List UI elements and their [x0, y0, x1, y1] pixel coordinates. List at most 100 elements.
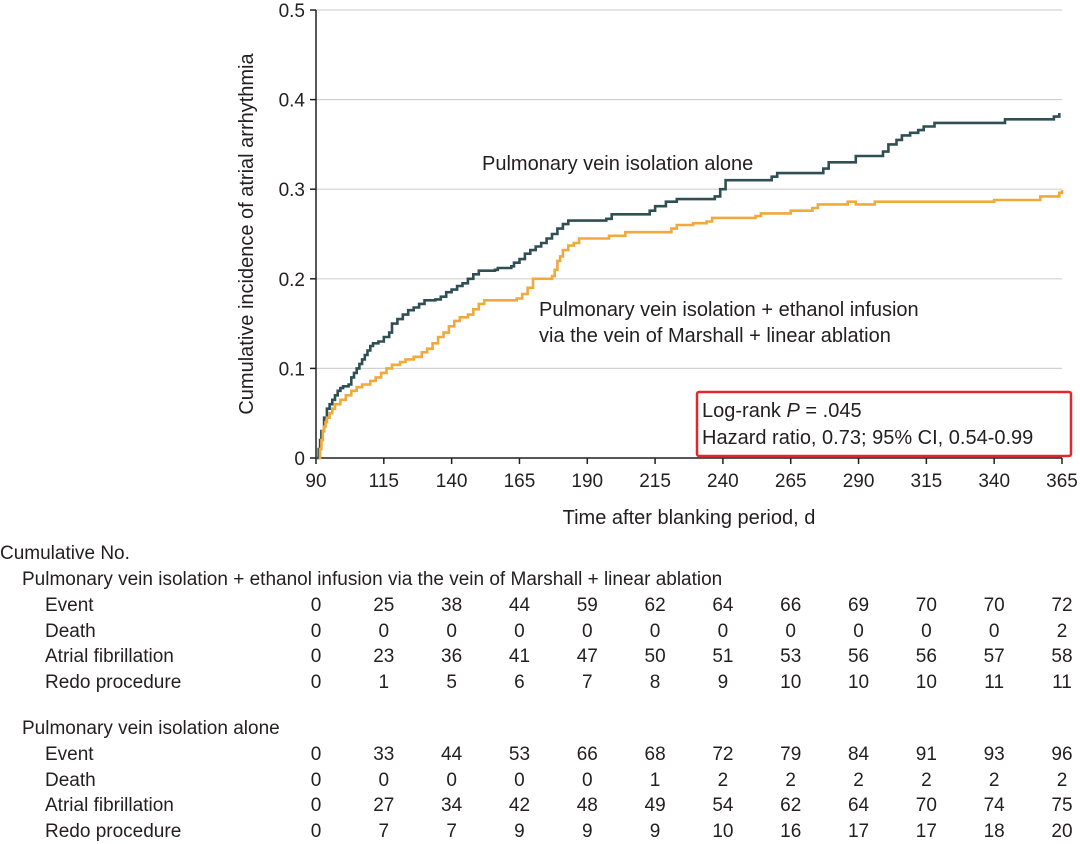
risk-group-title: Pulmonary vein isolation + ethanol infus… [22, 569, 723, 590]
risk-cell: 79 [780, 744, 802, 765]
risk-cell: 10 [780, 671, 802, 693]
risk-table: Cumulative No. Pulmonary vein isolation +… [0, 540, 1080, 844]
risk-cell: 1 [378, 671, 390, 693]
risk-cell: 0 [310, 671, 322, 693]
risk-cell: 11 [1052, 671, 1072, 693]
risk-cell: 0 [310, 820, 322, 842]
risk-cell: 53 [508, 744, 531, 765]
risk-cell: 66 [576, 744, 598, 765]
x-tick-label: 340 [978, 471, 1010, 492]
risk-cell: 17 [915, 820, 937, 842]
x-tick-label: 315 [911, 471, 943, 492]
risk-cell: 0 [514, 620, 525, 642]
risk-cell: 10 [712, 820, 734, 842]
risk-cell: 5 [446, 671, 457, 693]
risk-cell: 11 [984, 671, 1005, 693]
risk-cell: 38 [441, 595, 463, 616]
risk-cell: 42 [508, 795, 531, 816]
x-tick-label: 140 [436, 471, 468, 492]
risk-cell: 0 [988, 620, 1000, 642]
risk-cell: 91 [915, 744, 937, 765]
risk-cell: 51 [712, 646, 734, 667]
risk-cell: 9 [717, 671, 729, 693]
risk-cell: 2 [717, 769, 729, 791]
risk-cell: 7 [446, 820, 457, 842]
risk-cell: 0 [649, 620, 661, 642]
x-tick-label: 365 [1046, 471, 1078, 492]
series-annotations: Pulmonary vein isolation alone Pulmonary … [482, 153, 919, 347]
risk-cell: 93 [983, 744, 1005, 765]
risk-cell: 53 [780, 646, 802, 667]
series-line-pvi-alone [316, 113, 1061, 460]
risk-cell: 27 [373, 795, 395, 816]
x-axis-title: Time after blanking period, d [563, 507, 816, 529]
risk-cell: 84 [847, 744, 870, 765]
risk-cell: 0 [446, 769, 457, 791]
risk-cell: 20 [1051, 820, 1073, 842]
x-tick-label: 190 [571, 471, 603, 492]
risk-cell: 0 [378, 620, 390, 642]
risk-cell: 36 [441, 646, 463, 667]
y-tick-label: 0.5 [279, 1, 305, 22]
risk-cell: 25 [373, 595, 395, 616]
risk-cell: 7 [378, 820, 390, 842]
y-tick-label: 0.3 [279, 180, 305, 201]
risk-cell: 59 [576, 595, 598, 616]
risk-cell: 41 [508, 646, 531, 667]
risk-cell: 69 [847, 595, 870, 616]
risk-cell: 2 [1056, 769, 1068, 791]
y-tick-label: 0 [294, 449, 305, 470]
risk-row-label: Death [45, 620, 96, 642]
x-tick-label: 165 [504, 471, 536, 492]
risk-table-heading: Cumulative No. [0, 543, 130, 564]
risk-cell: 62 [644, 595, 666, 616]
risk-cell: 0 [310, 744, 322, 765]
risk-cell: 0 [310, 769, 322, 791]
series-line-pvi-ethanol [318, 190, 1064, 460]
risk-cell: 56 [915, 646, 937, 667]
risk-cell: 2 [921, 769, 932, 791]
risk-row-label: Atrial fibrillation [45, 795, 174, 816]
y-tick-label: 0.2 [279, 270, 305, 291]
risk-cell: 10 [915, 671, 937, 693]
risk-cell: 72 [1051, 595, 1073, 616]
risk-cell: 50 [644, 646, 666, 667]
y-tick-label: 0.4 [279, 91, 306, 112]
x-tick-label: 90 [305, 471, 326, 492]
risk-row-label: Redo procedure [45, 820, 182, 842]
risk-cell: 0 [581, 769, 593, 791]
y-tick-label: 0.1 [279, 359, 305, 380]
risk-cell: 2 [785, 769, 797, 791]
risk-cell: 0 [785, 620, 797, 642]
risk-row-label: Death [45, 769, 96, 791]
risk-cell: 0 [446, 620, 457, 642]
risk-cell: 72 [712, 744, 734, 765]
log-rank-text: Log-rank P = .045 [702, 400, 862, 422]
risk-cell: 33 [373, 744, 395, 765]
risk-cell: 9 [581, 820, 593, 842]
series-label-pvi-ethanol: via the vein of Marshall + linear ablati… [539, 325, 891, 347]
risk-cell: 49 [644, 795, 666, 816]
risk-cell: 70 [983, 595, 1005, 616]
risk-cell: 62 [780, 795, 802, 816]
risk-cell: 0 [514, 769, 525, 791]
risk-cell: 18 [983, 820, 1005, 842]
risk-cell: 9 [514, 820, 525, 842]
risk-cell: 64 [847, 795, 870, 816]
risk-cell: 0 [581, 620, 593, 642]
hazard-ratio-text: Hazard ratio, 0.73; 95% CI, 0.54-0.99 [702, 427, 1033, 449]
risk-row-label: Event [45, 744, 94, 765]
risk-cell: 68 [644, 744, 666, 765]
risk-cell: 6 [514, 671, 525, 693]
risk-cell: 0 [921, 620, 932, 642]
risk-cell: 16 [780, 820, 802, 842]
risk-cell: 75 [1051, 795, 1073, 816]
risk-cell: 0 [717, 620, 729, 642]
risk-cell: 17 [847, 820, 870, 842]
risk-cell: 2 [853, 769, 864, 791]
risk-group-title: Pulmonary vein isolation alone [22, 718, 280, 739]
risk-cell: 0 [310, 595, 322, 616]
x-tick-label: 290 [843, 471, 875, 492]
risk-cell: 44 [508, 595, 531, 616]
series-label-pvi-alone: Pulmonary vein isolation alone [482, 153, 753, 175]
